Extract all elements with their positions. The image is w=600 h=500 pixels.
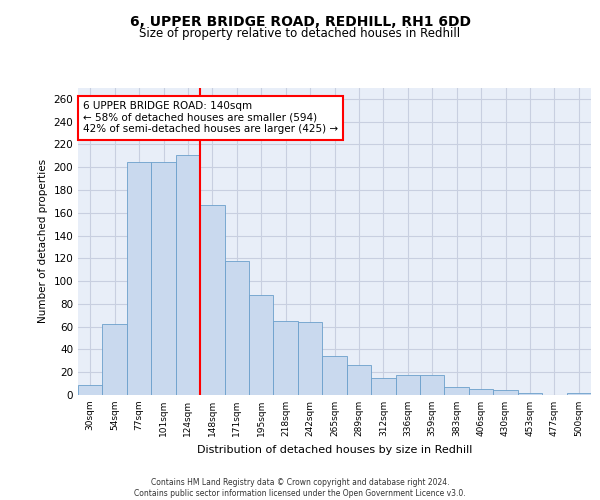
Text: 6 UPPER BRIDGE ROAD: 140sqm
← 58% of detached houses are smaller (594)
42% of se: 6 UPPER BRIDGE ROAD: 140sqm ← 58% of det… [83,101,338,134]
Bar [347,366,371,395]
Bar [224,260,249,395]
Text: Contains HM Land Registry data © Crown copyright and database right 2024.
Contai: Contains HM Land Registry data © Crown c… [134,478,466,498]
Bar [103,324,127,395]
Bar [518,392,542,395]
Bar [78,385,103,395]
Bar [127,162,151,395]
Bar [322,356,347,395]
Bar [371,378,395,395]
Y-axis label: Number of detached properties: Number of detached properties [38,159,48,324]
Text: Size of property relative to detached houses in Redhill: Size of property relative to detached ho… [139,28,461,40]
Bar [274,321,298,395]
Bar [566,392,591,395]
Bar [395,374,420,395]
Bar [493,390,518,395]
Bar [176,154,200,395]
Bar [151,162,176,395]
Bar [420,374,445,395]
Bar [249,295,274,395]
Bar [298,322,322,395]
Bar [469,390,493,395]
X-axis label: Distribution of detached houses by size in Redhill: Distribution of detached houses by size … [197,444,472,454]
Bar [200,205,224,395]
Bar [445,387,469,395]
Text: 6, UPPER BRIDGE ROAD, REDHILL, RH1 6DD: 6, UPPER BRIDGE ROAD, REDHILL, RH1 6DD [130,15,470,29]
